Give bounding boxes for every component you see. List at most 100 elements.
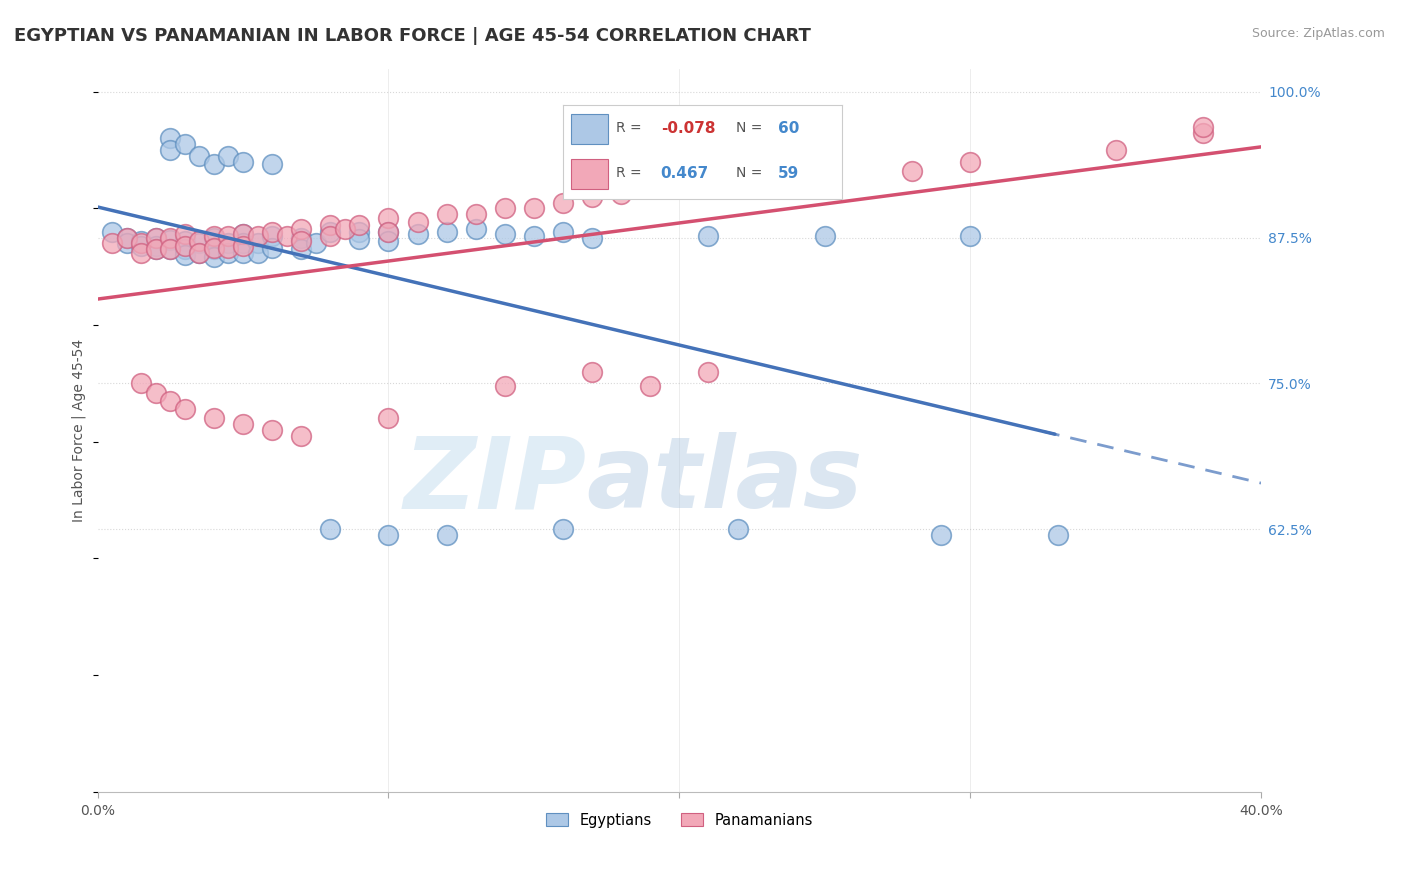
Point: [377, 234, 399, 248]
Point: [668, 178, 690, 193]
Point: [377, 225, 399, 239]
Point: [1192, 120, 1215, 134]
Point: [959, 229, 981, 244]
Point: [349, 232, 371, 246]
Point: [436, 207, 458, 221]
Point: [319, 218, 342, 232]
Point: [349, 218, 371, 232]
Point: [173, 137, 195, 152]
Point: [290, 234, 312, 248]
Point: [115, 236, 138, 251]
Point: [232, 154, 254, 169]
Point: [115, 230, 138, 244]
Point: [246, 245, 269, 260]
Point: [173, 227, 195, 241]
Point: [232, 227, 254, 241]
Point: [319, 229, 342, 244]
Point: [319, 522, 342, 536]
Text: ZIP: ZIP: [404, 433, 586, 529]
Point: [523, 202, 546, 216]
Point: [232, 227, 254, 241]
Text: Source: ZipAtlas.com: Source: ZipAtlas.com: [1251, 27, 1385, 40]
Point: [159, 230, 181, 244]
Point: [129, 236, 152, 251]
Point: [377, 225, 399, 239]
Point: [202, 157, 225, 171]
Point: [202, 251, 225, 265]
Point: [1046, 528, 1069, 542]
Point: [129, 245, 152, 260]
Point: [145, 385, 167, 400]
Point: [173, 239, 195, 253]
Point: [129, 234, 152, 248]
Point: [959, 154, 981, 169]
Point: [610, 187, 633, 202]
Point: [101, 236, 124, 251]
Point: [551, 195, 574, 210]
Point: [101, 225, 124, 239]
Point: [581, 230, 603, 244]
Point: [436, 225, 458, 239]
Point: [262, 157, 284, 171]
Point: [188, 149, 211, 163]
Point: [929, 528, 952, 542]
Point: [145, 239, 167, 253]
Point: [232, 417, 254, 432]
Point: [159, 242, 181, 256]
Point: [159, 242, 181, 256]
Point: [217, 229, 239, 244]
Point: [145, 242, 167, 256]
Point: [290, 230, 312, 244]
Point: [202, 230, 225, 244]
Point: [188, 245, 211, 260]
Point: [217, 236, 239, 251]
Point: [173, 234, 195, 248]
Point: [173, 248, 195, 262]
Text: atlas: atlas: [586, 433, 863, 529]
Point: [581, 190, 603, 204]
Point: [1105, 143, 1128, 157]
Point: [523, 229, 546, 244]
Point: [406, 215, 429, 229]
Point: [115, 230, 138, 244]
Point: [377, 528, 399, 542]
Point: [159, 143, 181, 157]
Point: [159, 233, 181, 247]
Point: [377, 411, 399, 425]
Point: [202, 242, 225, 256]
Point: [290, 222, 312, 236]
Point: [697, 229, 720, 244]
Point: [145, 242, 167, 256]
Point: [129, 239, 152, 253]
Point: [814, 169, 837, 183]
Point: [290, 429, 312, 443]
Point: [217, 245, 239, 260]
Point: [145, 230, 167, 244]
Point: [202, 411, 225, 425]
Point: [188, 234, 211, 248]
Point: [436, 528, 458, 542]
Point: [901, 164, 924, 178]
Point: [305, 236, 328, 251]
Point: [814, 229, 837, 244]
Point: [129, 376, 152, 391]
Point: [276, 229, 298, 244]
Point: [262, 229, 284, 244]
Point: [551, 225, 574, 239]
Point: [697, 365, 720, 379]
Point: [202, 229, 225, 244]
Point: [232, 239, 254, 253]
Point: [464, 222, 486, 236]
Point: [494, 227, 516, 241]
Point: [494, 378, 516, 392]
Point: [1192, 126, 1215, 140]
Text: EGYPTIAN VS PANAMANIAN IN LABOR FORCE | AGE 45-54 CORRELATION CHART: EGYPTIAN VS PANAMANIAN IN LABOR FORCE | …: [14, 27, 811, 45]
Point: [551, 522, 574, 536]
Point: [464, 207, 486, 221]
Point: [217, 241, 239, 255]
Point: [638, 378, 661, 392]
Point: [349, 225, 371, 239]
Legend: Egyptians, Panamanians: Egyptians, Panamanians: [538, 805, 820, 835]
Point: [262, 225, 284, 239]
Point: [319, 225, 342, 239]
